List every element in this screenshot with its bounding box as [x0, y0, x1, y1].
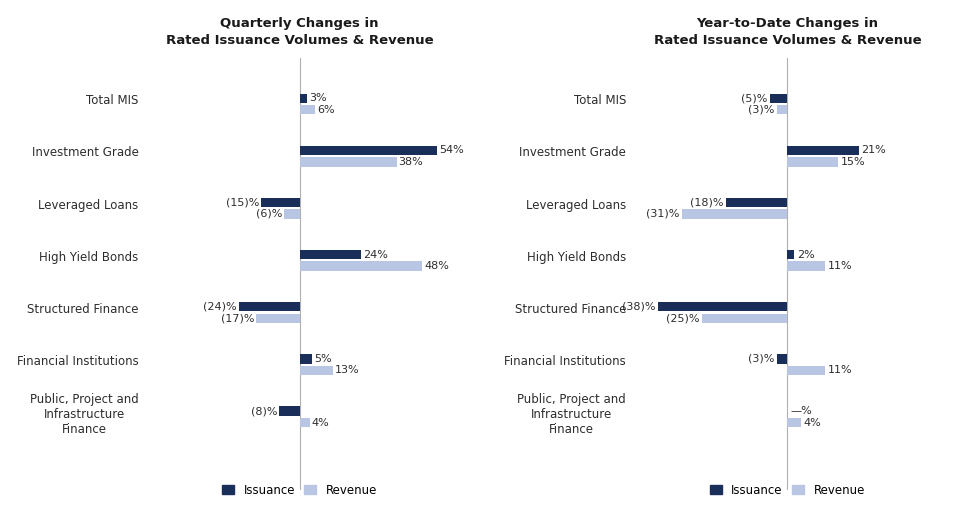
Text: 5%: 5% [315, 354, 332, 364]
Bar [777, 105, 788, 114]
Text: —%: —% [790, 406, 812, 416]
Text: (8)%: (8)% [251, 406, 278, 416]
Bar [702, 313, 788, 323]
Bar [300, 250, 361, 260]
Text: (38)%: (38)% [622, 302, 656, 312]
Text: 48%: 48% [424, 261, 449, 271]
Text: 4%: 4% [312, 418, 329, 428]
Legend: Issuance, Revenue: Issuance, Revenue [705, 479, 870, 501]
Bar [300, 354, 312, 363]
Bar [788, 366, 825, 375]
Text: 6%: 6% [317, 105, 335, 115]
Bar [726, 198, 788, 207]
Bar [682, 209, 788, 219]
Text: 11%: 11% [828, 366, 852, 375]
Bar [658, 302, 788, 311]
Text: 38%: 38% [398, 157, 423, 167]
Bar [788, 418, 801, 427]
Title: Year-to-Date Changes in
Rated Issuance Volumes & Revenue: Year-to-Date Changes in Rated Issuance V… [654, 17, 922, 47]
Text: 13%: 13% [335, 366, 360, 375]
Bar [256, 313, 300, 323]
Text: 15%: 15% [841, 157, 866, 167]
Text: (31)%: (31)% [646, 209, 679, 219]
Text: 54%: 54% [439, 145, 464, 156]
Bar [788, 250, 794, 260]
Text: (24)%: (24)% [203, 302, 236, 312]
Bar [770, 94, 788, 103]
Text: (15)%: (15)% [226, 197, 259, 207]
Text: (18)%: (18)% [690, 197, 723, 207]
Text: (25)%: (25)% [666, 313, 700, 323]
Legend: Issuance, Revenue: Issuance, Revenue [217, 479, 382, 501]
Bar [284, 209, 300, 219]
Title: Quarterly Changes in
Rated Issuance Volumes & Revenue: Quarterly Changes in Rated Issuance Volu… [166, 17, 434, 47]
Text: (3)%: (3)% [748, 105, 774, 115]
Text: 21%: 21% [861, 145, 886, 156]
Bar [238, 302, 300, 311]
Text: (3)%: (3)% [748, 354, 774, 364]
Bar [300, 146, 437, 155]
Text: 4%: 4% [804, 418, 821, 428]
Bar [300, 262, 422, 271]
Text: (17)%: (17)% [221, 313, 255, 323]
Bar [777, 354, 788, 363]
Bar [788, 262, 825, 271]
Text: (6)%: (6)% [256, 209, 282, 219]
Text: 11%: 11% [828, 261, 852, 271]
Bar [279, 406, 300, 416]
Bar [300, 94, 307, 103]
Text: (5)%: (5)% [742, 93, 768, 103]
Bar [300, 105, 315, 114]
Bar [788, 157, 838, 166]
Bar [788, 146, 858, 155]
Text: 2%: 2% [797, 250, 814, 260]
Bar [300, 418, 310, 427]
Bar [300, 366, 333, 375]
Bar [261, 198, 300, 207]
Text: 3%: 3% [309, 93, 327, 103]
Text: 24%: 24% [363, 250, 388, 260]
Bar [300, 157, 396, 166]
